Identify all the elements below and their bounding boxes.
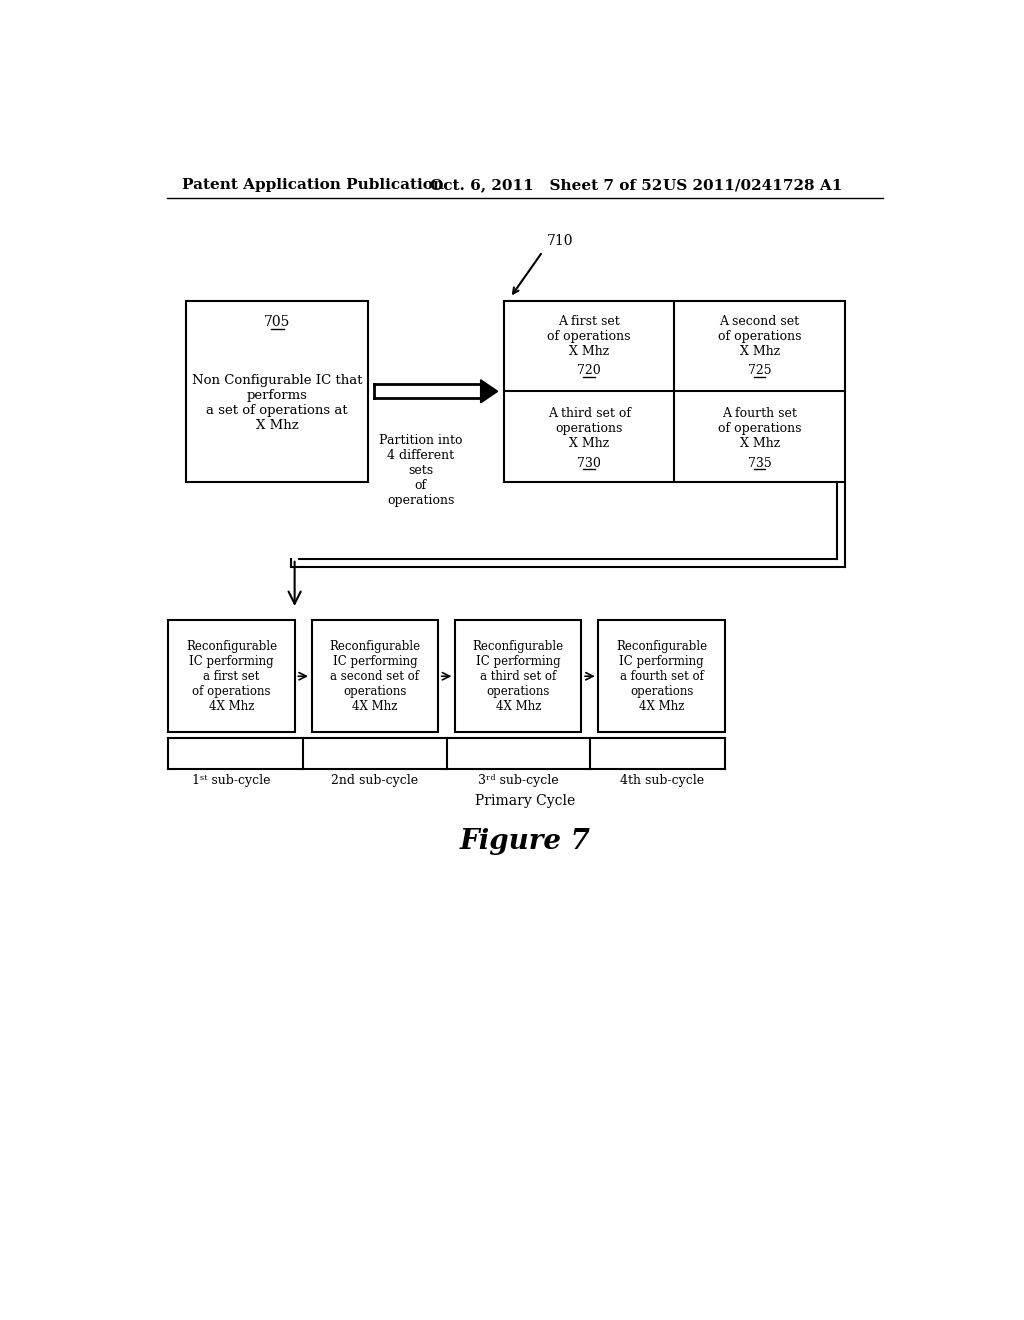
Text: 2nd sub-cycle: 2nd sub-cycle [332,774,419,787]
Bar [186,301,369,482]
Text: Non Configurable IC that
performs
a set of operations at
X Mhz: Non Configurable IC that performs a set … [191,374,362,432]
Text: Oct. 6, 2011   Sheet 7 of 52: Oct. 6, 2011 Sheet 7 of 52 [430,178,663,193]
Text: 1ˢᵗ sub-cycle: 1ˢᵗ sub-cycle [193,774,270,787]
Text: 720: 720 [578,364,601,378]
Text: Reconfigurable
IC performing
a second set of
operations
4X Mhz: Reconfigurable IC performing a second se… [330,640,421,713]
Text: Reconfigurable
IC performing
a fourth set of
operations
4X Mhz: Reconfigurable IC performing a fourth se… [616,640,708,713]
Text: 4th sub-cycle: 4th sub-cycle [620,774,703,787]
Text: 735: 735 [748,457,771,470]
Text: 725: 725 [748,364,771,378]
Polygon shape [480,380,498,403]
Text: 730: 730 [578,457,601,470]
Bar [455,620,582,733]
Text: A second set
of operations
X Mhz: A second set of operations X Mhz [718,315,802,358]
Text: Patent Application Publication: Patent Application Publication [182,178,444,193]
Bar [504,301,845,482]
Bar [311,620,438,733]
Text: 3ʳᵈ sub-cycle: 3ʳᵈ sub-cycle [478,774,558,787]
Text: A fourth set
of operations
X Mhz: A fourth set of operations X Mhz [718,408,802,450]
Text: US 2011/0241728 A1: US 2011/0241728 A1 [663,178,842,193]
Text: A first set
of operations
X Mhz: A first set of operations X Mhz [548,315,631,358]
Text: Partition into
4 different
sets
of
operations: Partition into 4 different sets of opera… [379,434,462,507]
Text: A third set of
operations
X Mhz: A third set of operations X Mhz [548,408,631,450]
Text: Reconfigurable
IC performing
a third set of
operations
4X Mhz: Reconfigurable IC performing a third set… [473,640,564,713]
Text: Primary Cycle: Primary Cycle [475,795,574,808]
Text: Reconfigurable
IC performing
a first set
of operations
4X Mhz: Reconfigurable IC performing a first set… [186,640,278,713]
Text: 710: 710 [547,235,573,248]
Bar [168,620,295,733]
Text: 705: 705 [264,315,291,330]
Bar [598,620,725,733]
Text: Figure 7: Figure 7 [460,828,590,855]
